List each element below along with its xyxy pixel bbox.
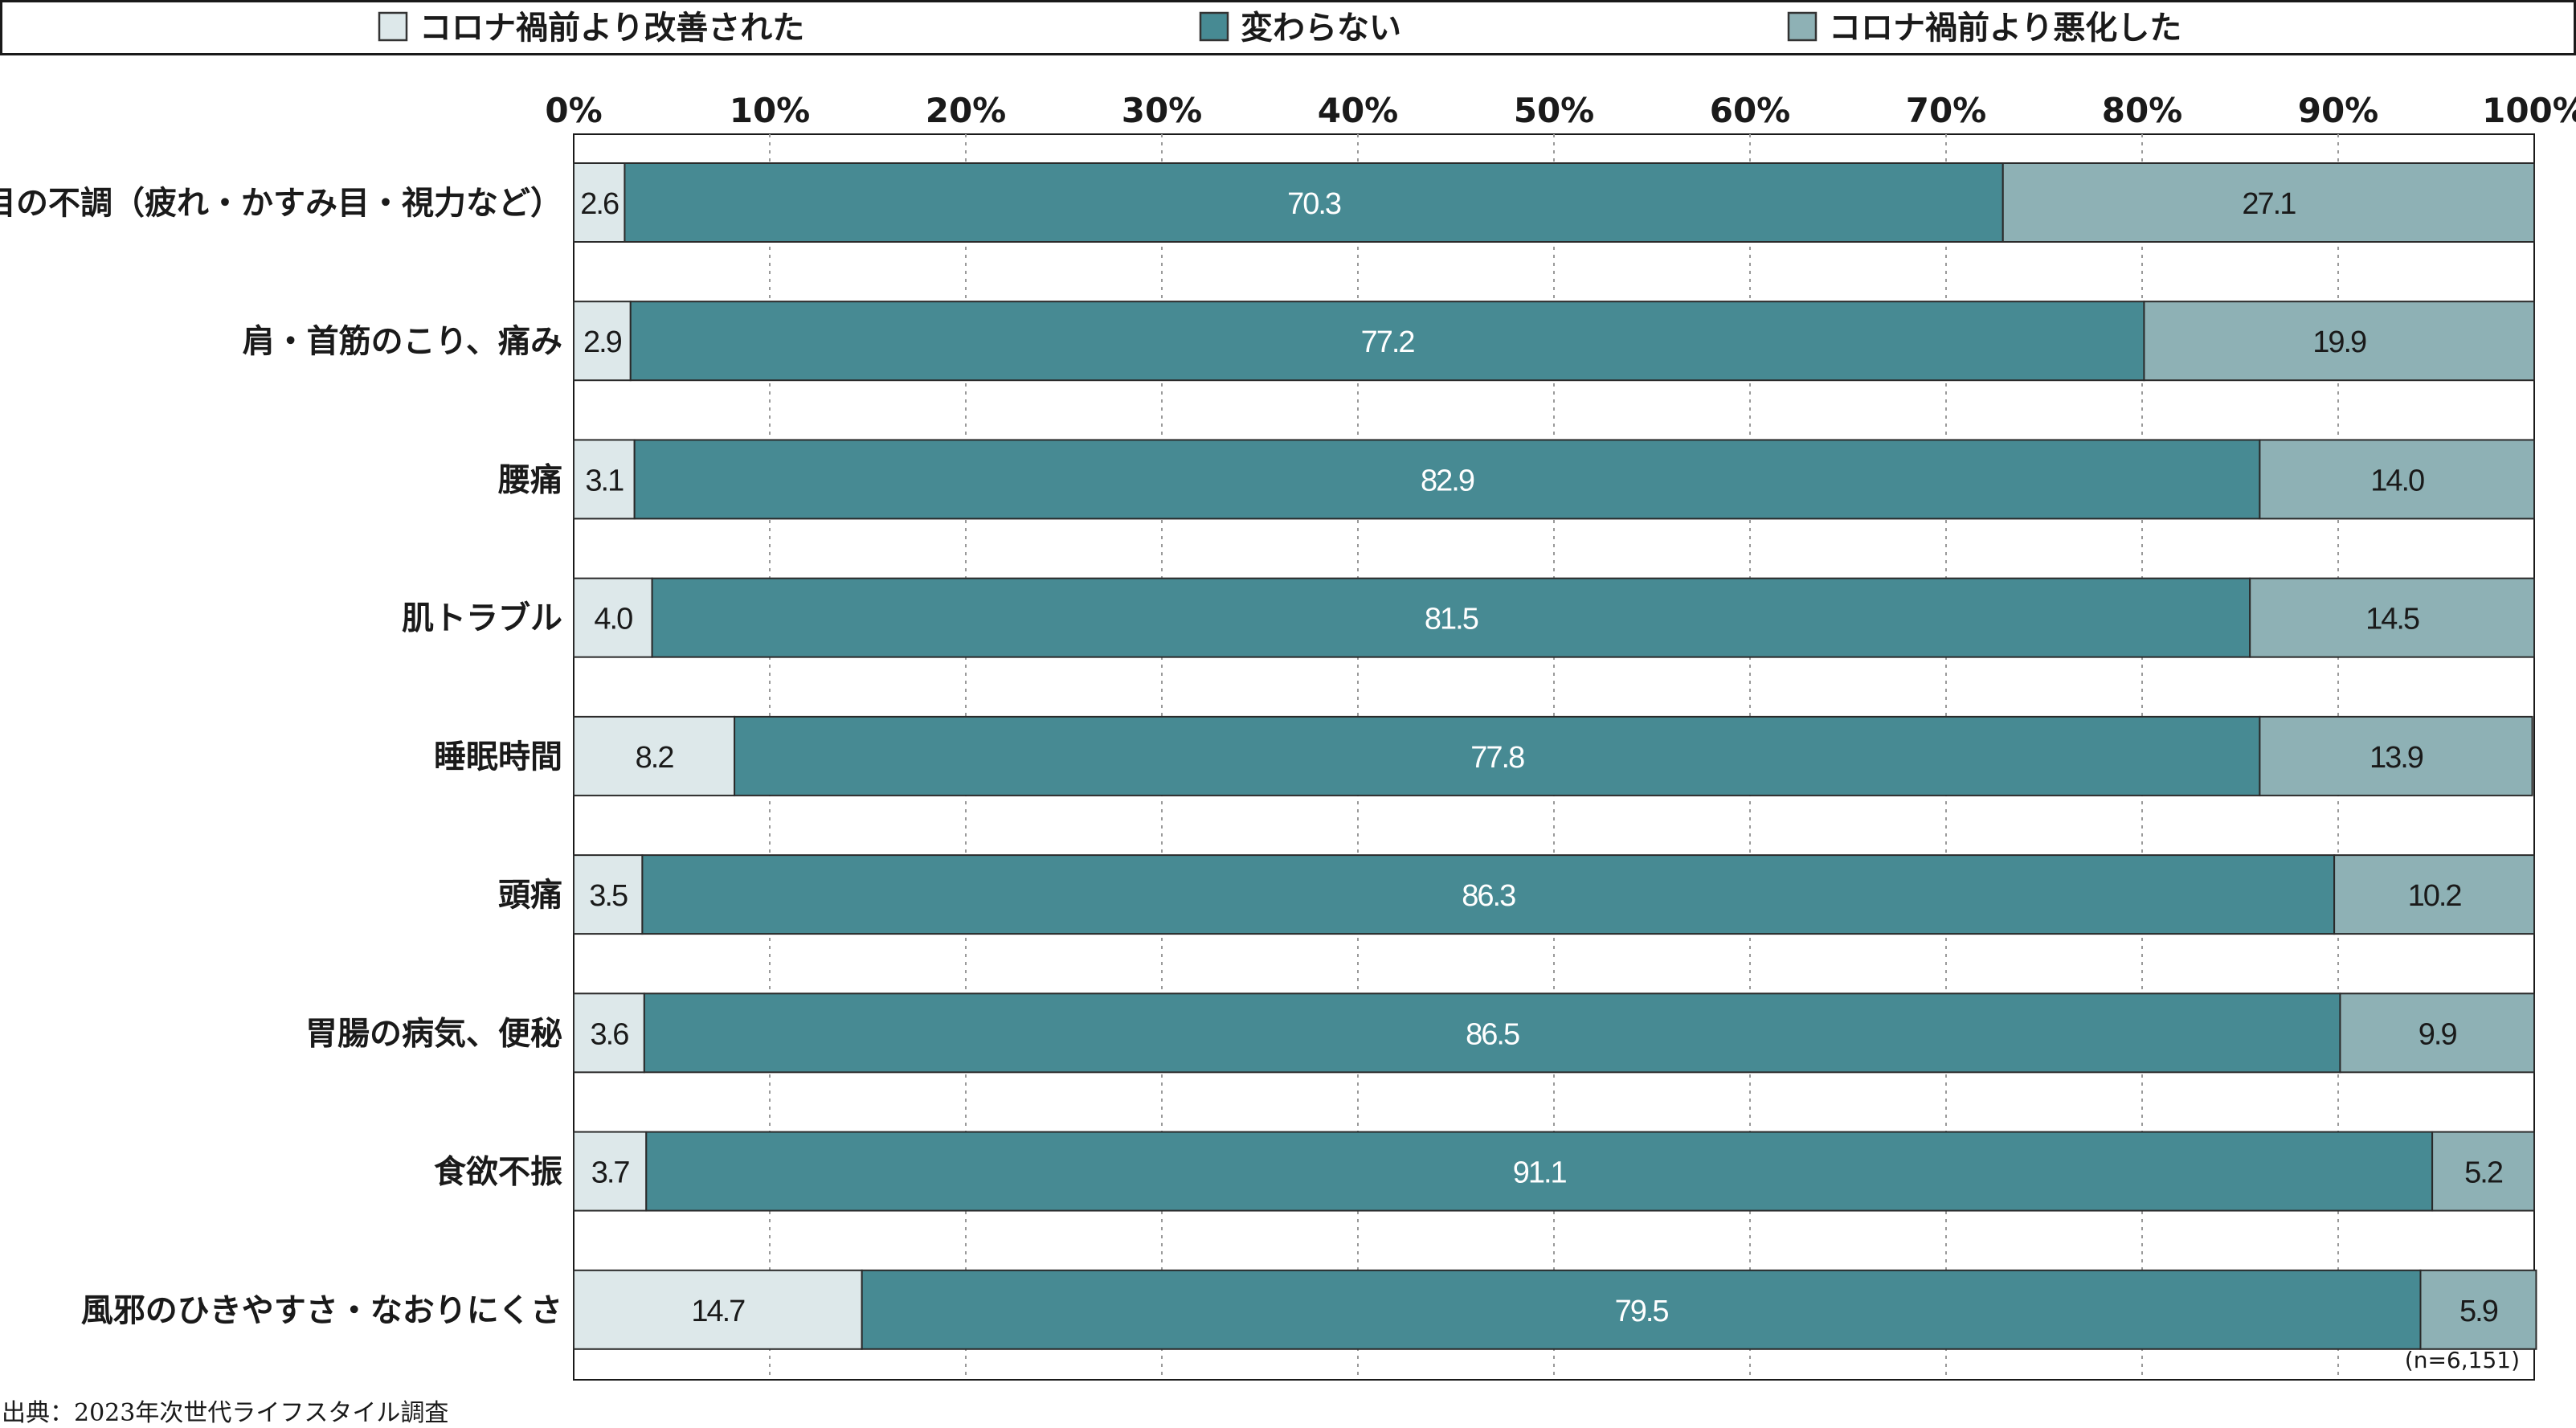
legend: コロナ禍前より改善された 変わらない コロナ禍前より悪化した xyxy=(0,0,2576,55)
bar-segment-series-1 xyxy=(573,715,736,796)
bar-segment-series-3 xyxy=(2259,439,2535,520)
data-label-series-3: 5.9 xyxy=(2459,1295,2498,1328)
data-label-series-2: 77.2 xyxy=(1361,325,1415,359)
bar-segment-series-3 xyxy=(2002,162,2535,243)
legend-swatch-2 xyxy=(1199,11,1229,42)
x-tick-label: 30% xyxy=(1122,91,1203,130)
source-caption: 出典：2023年次世代ライフスタイル調査 xyxy=(2,1399,448,1427)
x-tick-label: 40% xyxy=(1318,91,1399,130)
data-label-series-1: 3.5 xyxy=(589,879,628,913)
plot-area: 0% 10% 20% 30% 40% 50% 60% 70% 80% 90% 100% 目の不調（疲れ… xyxy=(0,91,2576,1381)
data-label-series-2: 82.9 xyxy=(1421,464,1474,497)
data-label-series-1: 3.1 xyxy=(585,464,624,497)
bar-segment-series-2 xyxy=(734,715,2261,796)
category-label: 食欲不振 xyxy=(434,1154,562,1191)
bar-segment-series-3 xyxy=(2259,715,2533,796)
legend-frame xyxy=(0,0,2576,55)
data-label-series-3: 13.9 xyxy=(2370,741,2423,775)
category-label: 頭痛 xyxy=(498,877,562,914)
legend-label-3: コロナ禍前より悪化した xyxy=(1829,10,2181,47)
data-label-series-3: 14.5 xyxy=(2365,603,2419,636)
x-tick-label: 80% xyxy=(2102,91,2183,130)
data-label-series-2: 86.5 xyxy=(1466,1017,1519,1051)
bar-segment-series-2 xyxy=(633,439,2261,520)
bar-segment-series-3 xyxy=(2339,992,2535,1074)
category-label: 睡眠時間 xyxy=(434,739,562,775)
data-label-series-1: 14.7 xyxy=(691,1295,745,1328)
data-label-series-2: 77.8 xyxy=(1470,741,1524,775)
data-label-series-1: 2.6 xyxy=(580,187,619,221)
legend-label-1: コロナ禍前より改善された xyxy=(419,10,804,47)
category-label: 腰痛 xyxy=(497,461,562,498)
bar-segment-series-3 xyxy=(2419,1269,2537,1350)
data-label-series-3: 5.2 xyxy=(2464,1156,2503,1190)
bar-segment-series-1 xyxy=(573,577,653,658)
data-label-series-2: 91.1 xyxy=(1513,1156,1567,1190)
data-label-series-1: 3.6 xyxy=(591,1017,629,1051)
bar-segment-series-3 xyxy=(2143,301,2535,382)
x-tick-label: 50% xyxy=(1514,91,1595,130)
bar-segment-series-1 xyxy=(573,439,636,520)
bar-segment-series-1 xyxy=(573,992,645,1074)
category-label: 胃腸の病気、便秘 xyxy=(305,1015,562,1052)
legend-swatch-1 xyxy=(378,11,408,42)
data-label-series-2: 86.3 xyxy=(1462,879,1515,913)
data-label-series-3: 19.9 xyxy=(2312,325,2366,359)
x-tick-label: 0% xyxy=(545,91,602,130)
x-tick-label: 70% xyxy=(1906,91,1987,130)
data-label-series-1: 2.9 xyxy=(583,325,622,359)
bar-segment-series-1 xyxy=(573,854,644,935)
legend-swatch-3 xyxy=(1787,11,1818,42)
data-label-series-3: 9.9 xyxy=(2419,1017,2457,1051)
bar-segment-series-3 xyxy=(2333,854,2536,935)
data-label-series-3: 10.2 xyxy=(2408,879,2462,913)
data-label-series-1: 8.2 xyxy=(636,741,674,775)
category-label: 肌トラブル xyxy=(402,600,562,637)
x-tick-label: 10% xyxy=(730,91,811,130)
bar-segment-series-3 xyxy=(2249,577,2535,658)
x-tick-label: 60% xyxy=(1710,91,1791,130)
x-tick-label: 20% xyxy=(926,91,1007,130)
bar-segment-series-1 xyxy=(573,162,626,243)
bar-segment-series-2 xyxy=(651,577,2251,658)
data-label-series-2: 81.5 xyxy=(1425,603,1478,636)
sample-size-note: (n=6,151) xyxy=(2405,1347,2520,1373)
data-label-series-1: 4.0 xyxy=(594,603,632,636)
category-label: 目の不調（疲れ・かすみ目・視力など） xyxy=(0,185,562,222)
data-label-series-1: 3.7 xyxy=(591,1156,630,1190)
bar-segment-series-2 xyxy=(624,162,2004,243)
category-label: 肩・首筋のこり、痛み xyxy=(243,323,562,360)
bar-segment-series-2 xyxy=(641,854,2336,935)
data-label-series-3: 14.0 xyxy=(2370,464,2424,497)
bar-segment-series-2 xyxy=(643,992,2341,1074)
legend-label-2: 変わらない xyxy=(1241,10,1401,47)
data-label-series-2: 70.3 xyxy=(1287,187,1341,221)
x-tick-label: 90% xyxy=(2298,91,2379,130)
data-label-series-2: 79.5 xyxy=(1615,1295,1669,1328)
bar-segment-series-3 xyxy=(2431,1131,2536,1212)
bar-segment-series-1 xyxy=(573,301,632,382)
data-label-series-3: 27.1 xyxy=(2242,187,2296,221)
bar-segment-series-1 xyxy=(573,1131,648,1212)
bar-segment-series-2 xyxy=(645,1131,2434,1212)
bar-segment-series-2 xyxy=(629,301,2145,382)
x-tick-label: 100% xyxy=(2482,91,2576,130)
category-label: 風邪のひきやすさ・なおりにくさ xyxy=(81,1292,562,1329)
